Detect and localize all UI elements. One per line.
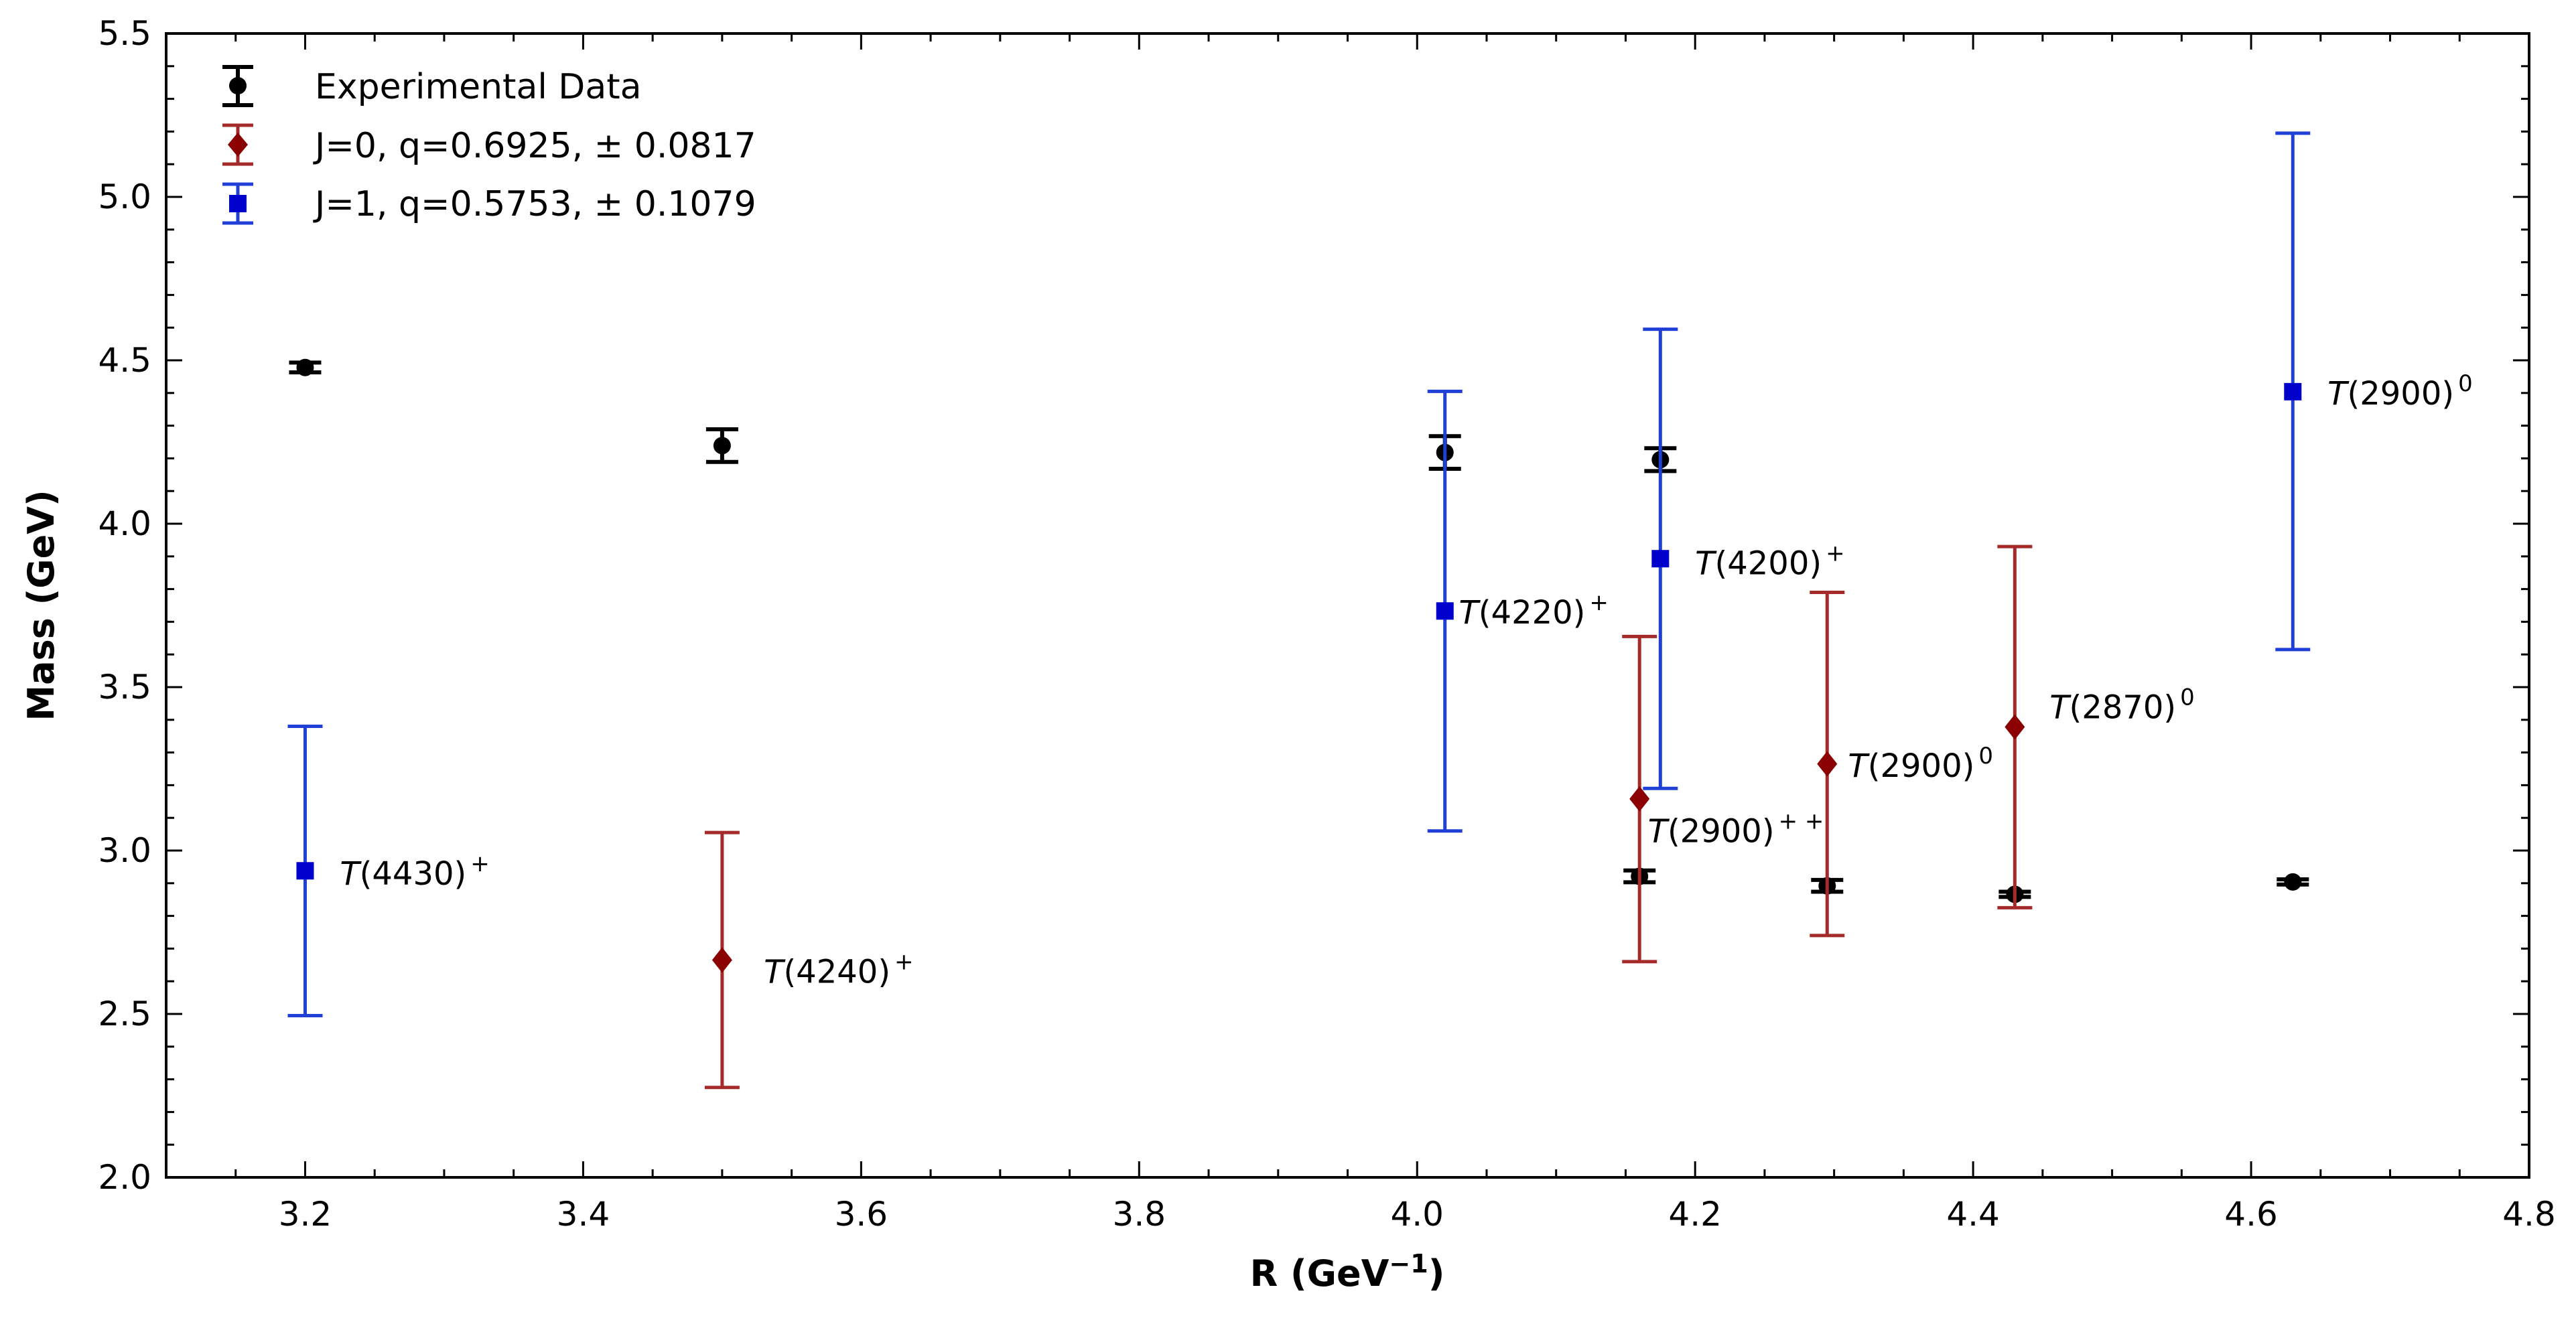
data-point-square (287, 725, 323, 1017)
x-tick-label: 3.6 (835, 1195, 888, 1234)
data-point-diamond (1622, 634, 1657, 964)
state-label-mass: (2900) (2347, 375, 2454, 413)
marker (2284, 382, 2302, 400)
state-label: T(2900) 0 (2327, 370, 2473, 413)
legend-label-j1: J=1, q=0.5753, ± 0.1079 (313, 184, 756, 224)
state-label: T(4240) + (764, 949, 913, 991)
marker (296, 862, 314, 880)
y-tick-label: 4.0 (98, 504, 151, 543)
marker (1436, 602, 1454, 620)
marker (711, 947, 732, 973)
marker (1817, 751, 1838, 777)
state-label: T(4220) + (1459, 589, 1608, 632)
state-label-charge: + + (1779, 808, 1824, 835)
legend-marker-j0 (222, 123, 253, 166)
x-tick-label: 3.2 (279, 1195, 332, 1234)
state-label-symbol: T (340, 855, 362, 893)
state-label-mass: (4240) (783, 954, 890, 991)
state-label-mass: (2900) (1868, 747, 1975, 785)
data-point-diamond (1810, 590, 1845, 938)
state-label-symbol: T (2049, 688, 2072, 726)
x-tick-label: 4.8 (2502, 1195, 2556, 1234)
marker (296, 358, 314, 376)
marker (1651, 550, 1670, 568)
data-points (287, 131, 2311, 1090)
x-axis-title: R (GeV−1) (1250, 1249, 1445, 1295)
state-label-charge: 0 (1978, 743, 1993, 770)
y-tick-label: 5.0 (98, 177, 151, 216)
data-point-circle (2277, 873, 2309, 891)
data-point-diamond (704, 830, 740, 1090)
state-label-mass: (2870) (2070, 688, 2177, 726)
state-label: T(2900) 0 (1848, 743, 1993, 785)
y-tick-label: 2.0 (98, 1158, 151, 1197)
legend-label-j0: J=0, q=0.6925, ± 0.0817 (313, 126, 756, 166)
state-label: T(2870) 0 (2049, 684, 2195, 726)
x-tick-label: 4.0 (1390, 1195, 1444, 1234)
state-label-mass: (4430) (360, 855, 467, 893)
data-point-square (2275, 131, 2311, 652)
y-tick-label: 3.5 (98, 668, 151, 707)
y-tick-label: 3.0 (98, 831, 151, 870)
state-label-charge: 0 (2180, 684, 2195, 711)
data-point-circle (705, 427, 738, 464)
marker (2284, 873, 2302, 891)
data-point-diamond (1997, 544, 2033, 909)
legend-marker-j1 (222, 182, 253, 225)
y-axis-title: Mass (GeV) (20, 490, 62, 721)
state-label-charge: 0 (2458, 370, 2473, 397)
marker (2005, 714, 2025, 740)
y-axis-ticks: 2.0 2.5 3.0 3.5 4.0 4.5 5.0 5.5 (98, 14, 2529, 1197)
x-tick-label: 3.8 (1113, 1195, 1166, 1234)
plot-frame (165, 32, 2530, 1179)
state-label-symbol: T (764, 954, 786, 991)
state-label-mass: (4200) (1715, 545, 1822, 583)
state-label-symbol: T (1848, 747, 1870, 785)
state-label: T(2900) + + (1648, 808, 1824, 851)
x-tick-label: 4.4 (1946, 1195, 2000, 1234)
state-label-symbol: T (1695, 545, 1717, 583)
legend: Experimental Data J=0, q=0.6925, ± 0.081… (222, 65, 756, 225)
state-label-charge: + (470, 851, 490, 877)
state-label-symbol: T (2327, 375, 2350, 413)
state-label-symbol: T (1459, 594, 1481, 632)
x-axis-ticks: 3.2 3.4 3.6 3.8 4.0 4.2 4.4 4.6 4.8 (279, 33, 2556, 1234)
marker (713, 437, 731, 455)
legend-marker-experimental (222, 65, 253, 107)
state-label: T(4430) + (340, 851, 489, 893)
state-label-mass: (2900) (1668, 813, 1775, 851)
x-tick-label: 4.2 (1668, 1195, 1722, 1234)
x-tick-label: 3.4 (557, 1195, 610, 1234)
data-point-circle (289, 358, 322, 376)
state-label: T(4200) + (1695, 540, 1844, 583)
marker (1629, 786, 1650, 812)
point-annotations: T(4430) +T(4240) +T(4220) +T(4200) +T(2900) +… (340, 370, 2472, 991)
y-tick-label: 5.5 (98, 14, 151, 53)
y-tick-label: 4.5 (98, 341, 151, 380)
state-label-mass: (4220) (1479, 594, 1586, 632)
state-label-symbol: T (1648, 813, 1670, 851)
data-point-square (1427, 389, 1463, 833)
y-tick-label: 2.5 (98, 995, 151, 1033)
legend-label-experimental: Experimental Data (315, 67, 641, 107)
state-label-charge: + (1826, 540, 1845, 567)
data-point-square (1643, 327, 1678, 790)
state-label-charge: + (894, 949, 914, 976)
x-tick-label: 4.6 (2224, 1195, 2278, 1234)
state-label-charge: + (1589, 589, 1609, 616)
